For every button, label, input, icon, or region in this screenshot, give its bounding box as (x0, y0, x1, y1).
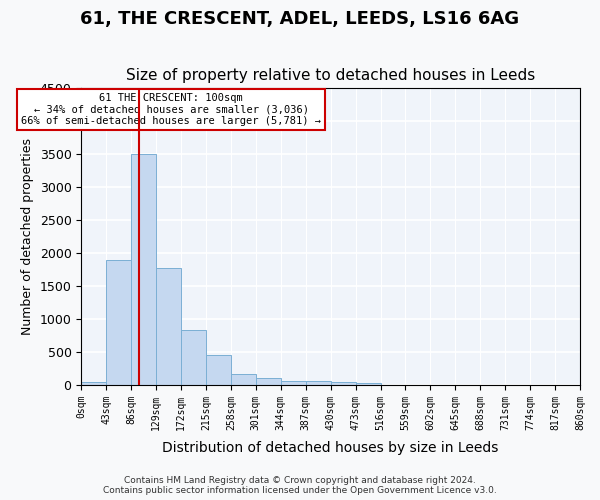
Bar (156, 268, 181, 385)
Bar (331, 382, 356, 385)
Text: 61, THE CRESCENT, ADEL, LEEDS, LS16 6AG: 61, THE CRESCENT, ADEL, LEEDS, LS16 6AG (80, 10, 520, 28)
Bar (256, 378, 281, 385)
Bar (306, 382, 331, 385)
Bar (356, 383, 380, 385)
Bar (106, 260, 131, 385)
Text: 61 THE CRESCENT: 100sqm
← 34% of detached houses are smaller (3,036)
66% of semi: 61 THE CRESCENT: 100sqm ← 34% of detache… (21, 92, 321, 126)
X-axis label: Distribution of detached houses by size in Leeds: Distribution of detached houses by size … (163, 441, 499, 455)
Title: Size of property relative to detached houses in Leeds: Size of property relative to detached ho… (126, 68, 535, 83)
Bar (206, 354, 231, 385)
Bar (82, 382, 106, 385)
Text: Contains HM Land Registry data © Crown copyright and database right 2024.
Contai: Contains HM Land Registry data © Crown c… (103, 476, 497, 495)
Bar (131, 154, 156, 385)
Bar (231, 374, 256, 385)
Bar (181, 330, 206, 385)
Y-axis label: Number of detached properties: Number of detached properties (21, 138, 34, 335)
Bar (281, 380, 306, 385)
